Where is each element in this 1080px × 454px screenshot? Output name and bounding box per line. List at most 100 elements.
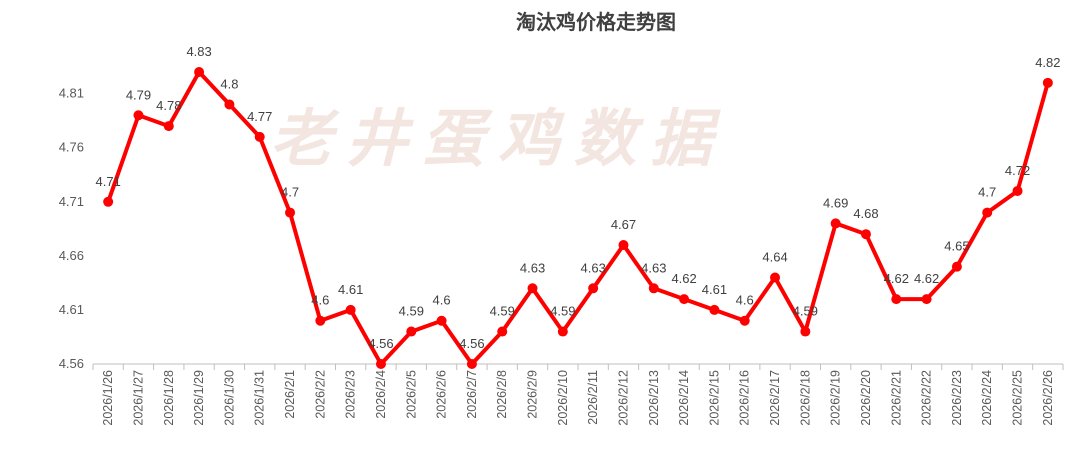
data-label: 4.69 — [823, 195, 848, 210]
data-label: 4.62 — [671, 271, 696, 286]
x-tick-label: 2026/1/28 — [162, 370, 176, 426]
x-tick-label: 2026/1/29 — [192, 370, 206, 426]
data-label: 4.71 — [96, 174, 121, 189]
x-tick-label: 2026/2/8 — [495, 370, 509, 419]
y-tick-label: 4.76 — [59, 140, 84, 155]
data-label: 4.63 — [520, 260, 545, 275]
x-tick-label: 2026/2/9 — [526, 370, 540, 419]
data-point — [860, 229, 871, 240]
y-tick-label: 4.66 — [59, 248, 84, 263]
x-tick-label: 2026/2/16 — [738, 370, 752, 426]
data-label: 4.6 — [311, 293, 329, 308]
data-label: 4.62 — [884, 271, 909, 286]
x-tick-label: 2026/2/7 — [465, 370, 479, 419]
data-point — [133, 110, 144, 121]
data-labels: 4.71 4.79 4.78 4.83 4.8 4.77 4.7 4.6 4.61 4.56 4.5… — [96, 44, 1061, 351]
data-label: 4.6 — [433, 293, 451, 308]
data-point — [1042, 77, 1053, 88]
x-tick-label: 2026/1/27 — [131, 370, 145, 426]
x-tick-label: 2026/2/3 — [344, 370, 358, 419]
x-axis: 2026/1/26 2026/1/27 2026/1/28 2026/1/29 2026… — [92, 363, 1064, 426]
x-tick-label: 2026/1/26 — [101, 370, 115, 426]
chart-title: 淘汰鸡价格走势图 — [516, 10, 676, 34]
y-tick-label: 4.81 — [59, 86, 84, 101]
data-label: 4.63 — [581, 260, 606, 275]
data-label: 4.82 — [1035, 55, 1060, 70]
data-label: 4.62 — [914, 271, 939, 286]
data-label: 4.83 — [186, 44, 211, 59]
data-label: 4.7 — [281, 185, 299, 200]
data-point — [648, 283, 659, 294]
data-label: 4.79 — [126, 87, 151, 102]
data-label: 4.61 — [702, 282, 727, 297]
y-axis: 4.56 4.61 4.66 4.71 4.76 4.81 — [59, 86, 84, 371]
y-tick-label: 4.61 — [59, 302, 84, 317]
series-line — [106, 70, 1050, 366]
data-label: 4.6 — [736, 293, 754, 308]
data-point — [375, 359, 386, 369]
x-tick-label: 2026/2/17 — [768, 370, 782, 426]
x-tick-label: 2026/2/21 — [889, 370, 903, 426]
x-tick-label: 2026/2/2 — [313, 370, 327, 419]
x-tick-label: 2026/2/25 — [1011, 370, 1025, 426]
data-label: 4.59 — [793, 304, 818, 319]
data-point — [951, 261, 962, 272]
x-tick-label: 2026/2/4 — [374, 370, 388, 419]
x-tick-label: 2026/2/15 — [707, 370, 721, 426]
x-tick-label: 2026/2/11 — [586, 370, 600, 425]
data-point — [103, 196, 114, 207]
x-tick-label: 2026/2/10 — [556, 370, 570, 426]
y-tick-label: 4.56 — [59, 356, 84, 371]
x-tick-label: 2026/1/31 — [253, 370, 267, 426]
data-point — [588, 283, 599, 294]
data-label: 4.7 — [978, 185, 996, 200]
data-point — [527, 283, 538, 294]
data-label: 4.67 — [611, 217, 636, 232]
data-label: 4.63 — [641, 260, 666, 275]
data-label: 4.59 — [490, 304, 515, 319]
data-point — [163, 121, 174, 132]
x-tick-label: 2026/2/1 — [283, 370, 297, 419]
data-point — [285, 207, 296, 218]
data-point — [254, 131, 265, 142]
data-point — [557, 326, 568, 337]
data-point — [466, 359, 477, 369]
data-point — [739, 315, 750, 326]
data-point — [406, 326, 417, 337]
data-point — [436, 315, 447, 326]
x-tick-label: 2026/2/22 — [920, 370, 934, 426]
data-label: 4.61 — [338, 282, 363, 297]
data-point — [830, 218, 841, 229]
data-point — [770, 272, 781, 283]
data-label: 4.72 — [1005, 163, 1030, 178]
data-label: 4.56 — [368, 336, 393, 351]
data-label: 4.59 — [399, 304, 424, 319]
x-tick-label: 2026/2/19 — [829, 370, 843, 426]
x-tick-label: 2026/2/5 — [404, 370, 418, 419]
data-label: 4.64 — [762, 249, 787, 264]
x-tick-label: 2026/2/13 — [647, 370, 661, 426]
x-tick-label: 2026/2/20 — [859, 370, 873, 426]
data-point — [709, 304, 720, 315]
data-point — [194, 67, 205, 77]
data-point — [679, 294, 690, 305]
x-tick-label: 2026/2/26 — [1041, 370, 1055, 426]
data-point — [921, 294, 932, 305]
data-point — [345, 304, 356, 315]
x-tick-label: 2026/2/12 — [616, 370, 630, 426]
data-point — [497, 326, 508, 337]
x-tick-label: 2026/1/30 — [222, 370, 236, 426]
data-label: 4.8 — [220, 76, 238, 91]
data-point — [1012, 185, 1023, 196]
y-tick-label: 4.71 — [59, 194, 84, 209]
data-point — [800, 326, 811, 337]
price-series — [103, 67, 1053, 369]
data-label: 4.59 — [550, 304, 575, 319]
data-label: 4.65 — [944, 239, 969, 254]
data-label: 4.78 — [156, 98, 181, 113]
data-label: 4.77 — [247, 109, 272, 124]
data-label: 4.56 — [459, 336, 484, 351]
data-point — [891, 294, 902, 305]
data-label: 4.68 — [853, 206, 878, 221]
